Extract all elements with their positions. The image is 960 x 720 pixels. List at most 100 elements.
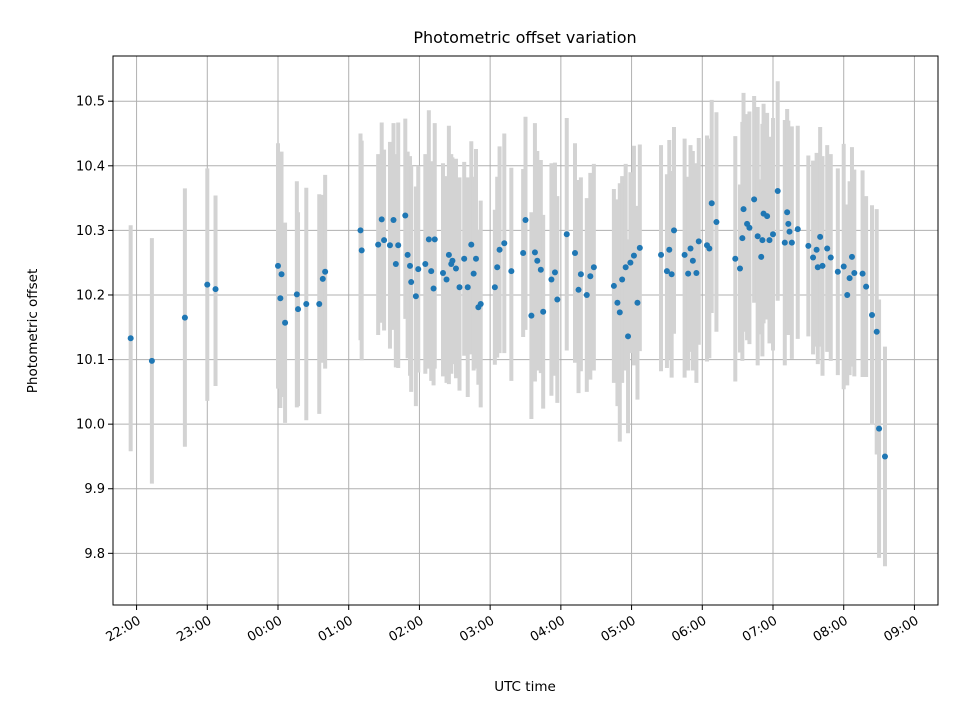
data-point [278, 271, 285, 278]
y-tick-label: 9.8 [84, 547, 105, 562]
x-tick-label: 03:00 [457, 613, 497, 645]
data-point [846, 275, 853, 282]
x-tick-label: 05:00 [599, 613, 639, 645]
data-points [127, 187, 888, 460]
x-tick-label: 02:00 [386, 613, 426, 645]
data-point [685, 270, 692, 277]
data-point [774, 187, 781, 194]
data-point [407, 262, 413, 269]
data-point [295, 306, 302, 313]
data-point [759, 237, 766, 244]
data-point [687, 245, 694, 252]
data-point [622, 264, 629, 271]
data-point [634, 299, 641, 306]
y-axis-label: Photometric offset [25, 269, 41, 393]
data-point [431, 236, 438, 243]
plot-frame [112, 55, 939, 606]
data-point [619, 276, 626, 283]
data-point [627, 259, 634, 266]
data-point [663, 268, 670, 275]
data-point [554, 296, 561, 303]
data-point [430, 285, 437, 292]
data-point [127, 335, 134, 342]
data-point [572, 249, 578, 256]
data-point [319, 275, 326, 282]
data-point [713, 218, 720, 225]
data-point [303, 301, 310, 308]
data-point [412, 293, 419, 300]
data-point [610, 282, 617, 289]
x-axis-label: UTC time [494, 679, 556, 695]
data-point [840, 263, 847, 270]
data-point [508, 268, 515, 275]
data-point [293, 291, 300, 298]
data-point [689, 257, 696, 264]
data-point [781, 239, 788, 246]
data-point [740, 206, 747, 213]
data-point [881, 453, 888, 460]
data-point [551, 269, 558, 276]
data-point [392, 260, 399, 267]
data-point [863, 283, 870, 290]
data-point [422, 260, 429, 267]
data-point [531, 249, 538, 256]
data-point [491, 284, 498, 291]
data-point [494, 264, 501, 271]
data-point [754, 233, 761, 240]
data-point [739, 235, 746, 242]
data-point [548, 276, 555, 283]
data-point [784, 209, 791, 216]
data-point [859, 270, 866, 277]
data-point [614, 299, 621, 306]
x-tick-label: 01:00 [316, 613, 356, 645]
data-point [501, 240, 508, 247]
data-point [540, 308, 547, 315]
data-point [470, 270, 477, 277]
data-point [770, 231, 776, 238]
data-point [827, 254, 834, 261]
y-tick-label: 10.2 [76, 288, 105, 303]
data-point [440, 270, 446, 277]
data-point [636, 244, 643, 251]
data-point [381, 237, 388, 244]
data-point [575, 286, 582, 293]
data-point [666, 246, 673, 253]
data-point [181, 314, 188, 321]
data-point [415, 266, 422, 273]
data-point [520, 249, 527, 256]
chart-title: Photometric offset variation [413, 28, 636, 47]
data-point [496, 246, 503, 253]
data-point [583, 291, 590, 298]
data-point [658, 251, 665, 258]
data-point [461, 255, 468, 262]
data-point [452, 265, 459, 272]
data-point [817, 233, 824, 240]
data-point [316, 301, 323, 308]
data-point [375, 241, 382, 248]
y-axis-ticks: 9.8 9.9 10.0 10.1 10.2 10.3 10.4 10.5 [76, 95, 113, 562]
data-point [322, 268, 329, 275]
data-point [443, 276, 450, 283]
data-point [449, 257, 456, 264]
data-point [577, 271, 584, 278]
data-point [786, 228, 793, 235]
data-point [522, 217, 529, 224]
x-tick-label: 23:00 [174, 613, 214, 645]
data-point [706, 245, 713, 252]
data-point [794, 226, 801, 233]
data-point [851, 270, 858, 277]
data-point [428, 268, 435, 275]
data-point [537, 266, 544, 273]
data-point [764, 213, 771, 220]
data-point [737, 265, 743, 272]
y-tick-label: 10.0 [76, 418, 105, 433]
error-bars [128, 81, 887, 567]
data-point [751, 196, 758, 203]
y-tick-label: 10.1 [76, 353, 105, 368]
data-point [848, 253, 855, 260]
x-tick-label: 04:00 [528, 613, 568, 645]
data-point [473, 255, 479, 262]
x-tick-label: 22:00 [104, 613, 144, 645]
data-point [873, 328, 880, 335]
